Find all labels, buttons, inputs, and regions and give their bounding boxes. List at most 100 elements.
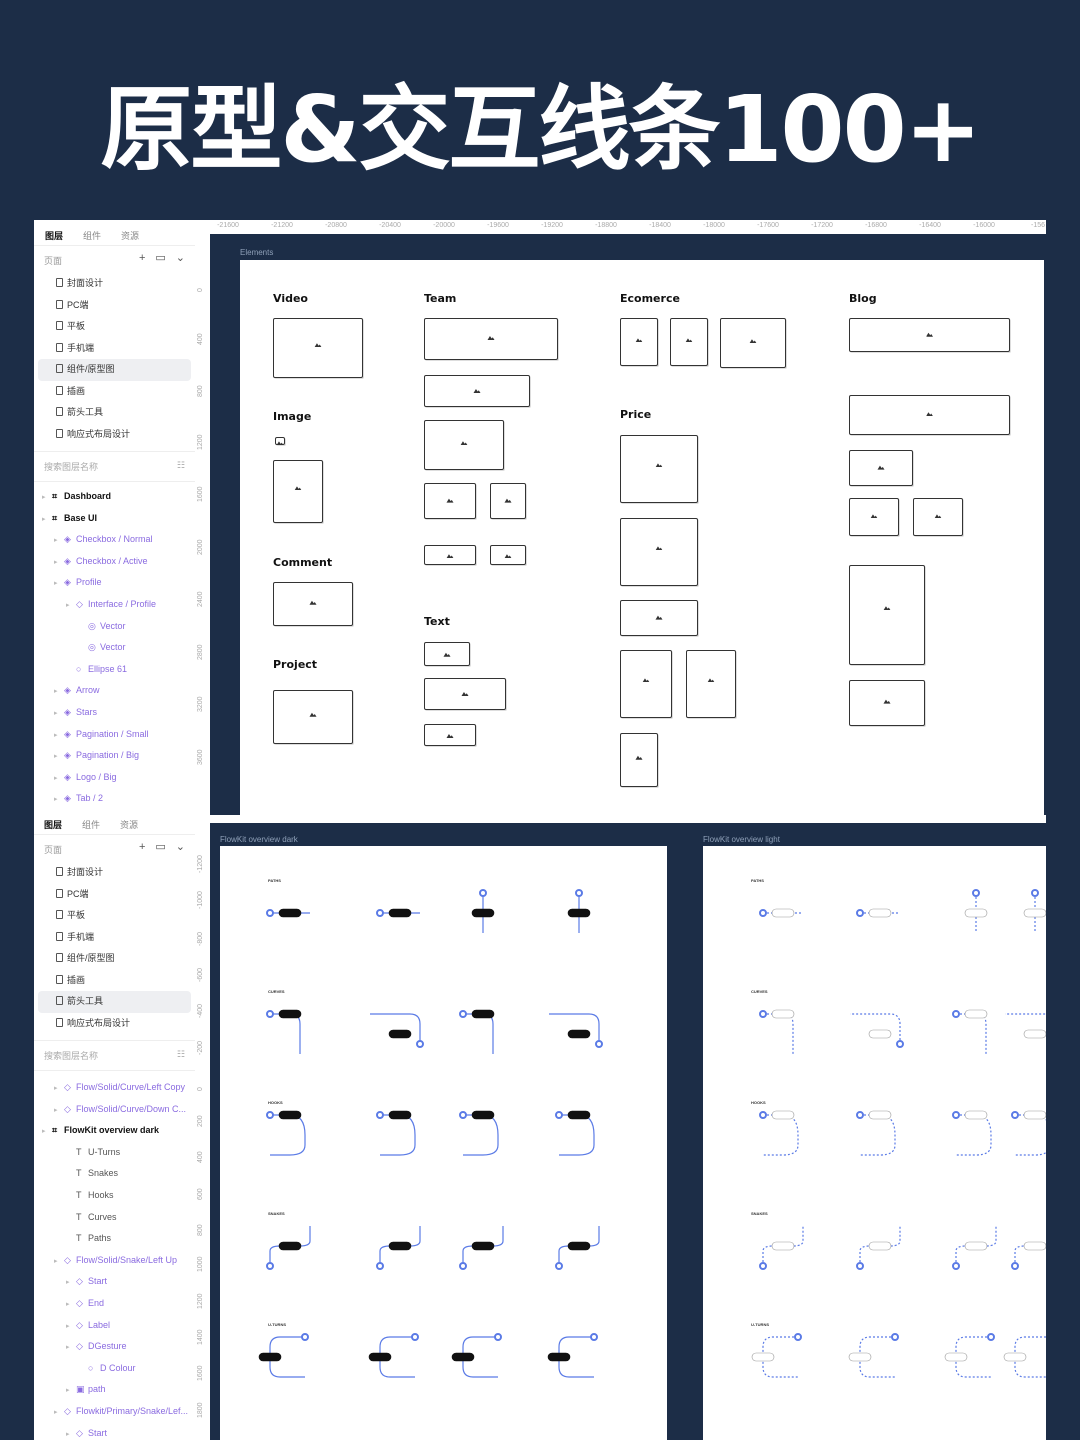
page-item[interactable]: 响应式布局设计	[38, 1013, 191, 1035]
wireframe-card[interactable]	[275, 437, 285, 445]
flow-arrow[interactable]	[368, 1333, 419, 1378]
layer-item[interactable]: ▸ ◈ Pagination / Big	[34, 745, 195, 767]
expand-caret-icon[interactable]: ▸	[66, 1300, 70, 1308]
layer-item[interactable]: T Paths	[34, 1228, 195, 1250]
wireframe-card[interactable]	[849, 498, 899, 536]
wireframe-card[interactable]	[424, 420, 504, 470]
flow-arrow[interactable]	[459, 1009, 495, 1054]
page-item[interactable]: PC端	[38, 884, 191, 906]
flow-arrow[interactable]	[567, 889, 591, 933]
flow-arrow[interactable]	[376, 1226, 421, 1270]
layer-item[interactable]: T Hooks	[34, 1185, 195, 1207]
wireframe-card[interactable]	[849, 395, 1010, 435]
flow-arrow[interactable]	[266, 1226, 311, 1270]
page-item[interactable]: PC端	[38, 295, 191, 317]
wireframe-card[interactable]	[620, 600, 698, 636]
collapse-icon[interactable]: ☷	[176, 1049, 185, 1059]
expand-caret-icon[interactable]: ▸	[54, 731, 58, 739]
layer-item[interactable]: T Snakes	[34, 1163, 195, 1185]
expand-caret-icon[interactable]: ▸	[54, 580, 58, 588]
wireframe-card[interactable]	[424, 678, 506, 710]
flow-arrow[interactable]	[266, 1009, 302, 1054]
flowkit-dark-frame[interactable]: PATHS CURVES HOOKS SNAKES U-TURNS	[220, 846, 667, 1440]
expand-caret-icon[interactable]: ▸	[42, 494, 46, 501]
flowkit-light-frame[interactable]: PATHS CURVES HOOKS SNAKES U-TURNS	[703, 846, 1046, 1440]
wireframe-card[interactable]	[490, 545, 526, 565]
layer-item[interactable]: ▸ ◈ Tab / 2	[34, 788, 195, 810]
flow-arrow[interactable]	[1003, 1334, 1046, 1378]
layer-item[interactable]: ▸ ◇ Start	[34, 1423, 195, 1440]
layer-item[interactable]: ◎ Vector	[34, 637, 195, 659]
flow-arrow[interactable]	[856, 1110, 896, 1156]
wireframe-card[interactable]	[620, 733, 658, 787]
wireframe-card[interactable]	[849, 680, 925, 726]
collapse-icon[interactable]: ☷	[176, 460, 185, 470]
tab-layers[interactable]: 图层	[45, 231, 64, 241]
wireframe-card[interactable]	[424, 545, 476, 565]
folder-icon[interactable]: ▭	[155, 252, 166, 264]
layer-item[interactable]: ▸ ◇ Flow/Solid/Curve/Down C...	[34, 1099, 195, 1121]
wireframe-card[interactable]	[424, 318, 558, 360]
flow-arrow[interactable]	[1023, 889, 1046, 933]
flow-arrow[interactable]	[459, 1226, 504, 1270]
expand-caret-icon[interactable]: ▸	[54, 1085, 58, 1092]
expand-caret-icon[interactable]: ▸	[42, 515, 46, 523]
layer-item[interactable]: ▸ ◈ Pagination / Small	[34, 724, 195, 746]
layer-item[interactable]: ○ D Colour	[34, 1358, 195, 1380]
search-input[interactable]: 搜索图层名称	[44, 462, 99, 472]
wireframe-card[interactable]	[273, 582, 353, 626]
expand-caret-icon[interactable]: ▸	[54, 688, 58, 696]
add-page-icon[interactable]: +	[138, 841, 146, 853]
page-item[interactable]: 箭头工具	[38, 402, 191, 424]
flow-arrow[interactable]	[471, 889, 495, 933]
expand-caret-icon[interactable]: ▸	[54, 558, 58, 566]
flow-arrow[interactable]	[376, 908, 420, 918]
expand-caret-icon[interactable]: ▸	[54, 753, 58, 761]
expand-caret-icon[interactable]: ▸	[54, 537, 58, 545]
page-item[interactable]: 平板	[38, 905, 191, 927]
expand-caret-icon[interactable]: ▸	[66, 1430, 70, 1438]
expand-caret-icon[interactable]: ▸	[66, 1322, 70, 1330]
layer-item[interactable]: ▸ ◈ Arrow	[34, 680, 195, 702]
tab-components[interactable]: 组件	[82, 820, 101, 830]
flow-arrow[interactable]	[759, 908, 803, 918]
page-item[interactable]: 箭头工具	[38, 991, 191, 1013]
page-item[interactable]: 组件/原型图	[38, 359, 191, 381]
flow-arrow[interactable]	[751, 1333, 802, 1378]
page-item[interactable]: 组件/原型图	[38, 948, 191, 970]
flow-arrow[interactable]	[848, 1333, 899, 1378]
wireframe-card[interactable]	[720, 318, 786, 368]
expand-caret-icon[interactable]: ▸	[54, 774, 58, 782]
flow-arrow[interactable]	[1011, 1110, 1046, 1156]
wireframe-card[interactable]	[620, 318, 658, 366]
chevron-down-icon[interactable]: ⌄	[175, 841, 185, 853]
layer-item[interactable]: ▸ ◈ Checkbox / Active	[34, 551, 195, 573]
search-input[interactable]: 搜索图层名称	[44, 1051, 99, 1061]
flow-arrow[interactable]	[258, 1333, 309, 1378]
layer-item[interactable]: ▸ ◇ DGesture	[34, 1336, 195, 1358]
flow-arrow[interactable]	[376, 1110, 416, 1156]
layer-item[interactable]: ▸ ⌗ Base UI	[34, 508, 195, 530]
layer-item[interactable]: T U-Turns	[34, 1142, 195, 1164]
layer-item[interactable]: ▸ ◈ Checkbox / Normal	[34, 529, 195, 551]
wireframe-card[interactable]	[849, 318, 1010, 352]
page-item[interactable]: 响应式布局设计	[38, 424, 191, 446]
folder-icon[interactable]: ▭	[155, 841, 166, 853]
flow-arrow[interactable]	[1005, 1013, 1046, 1047]
layer-item[interactable]: ◎ Vector	[34, 616, 195, 638]
wireframe-card[interactable]	[620, 518, 698, 586]
flow-arrow[interactable]	[266, 1110, 306, 1156]
flow-arrow[interactable]	[549, 1013, 603, 1048]
layer-item[interactable]: ▸ ⌗ Dashboard	[34, 486, 195, 508]
page-item[interactable]: 手机端	[38, 927, 191, 949]
flow-arrow[interactable]	[759, 1226, 804, 1270]
expand-caret-icon[interactable]: ▸	[54, 1257, 58, 1265]
flow-arrow[interactable]	[370, 1013, 424, 1048]
tab-assets[interactable]: 资源	[121, 231, 140, 241]
elements-frame[interactable]: Video Team Ecomerce Blog Image Price Comment Te…	[240, 260, 1044, 815]
layer-item[interactable]: ▸ ◇ End	[34, 1293, 195, 1315]
flow-arrow[interactable]	[952, 1226, 997, 1270]
expand-caret-icon[interactable]: ▸	[66, 1344, 70, 1352]
tab-components[interactable]: 组件	[83, 231, 102, 241]
layer-item[interactable]: ▸ ◇ Flow/Solid/Snake/Left Up	[34, 1250, 195, 1272]
